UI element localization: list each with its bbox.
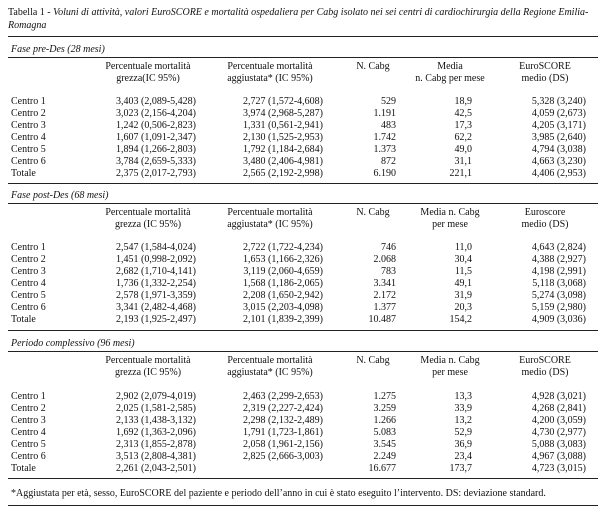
caption-text: Voluni di attività, valori EuroSCORE e m… (8, 7, 589, 31)
header-n-cabg: N. Cabg (356, 61, 390, 72)
section-rule (8, 183, 598, 184)
table-row: Centro 4 1,736 (1,332-2,254) 1,568 (1,186-… (11, 278, 586, 289)
header-n-cabg: N. Cabg (356, 355, 390, 366)
table-row: Centro 6 3,513 (2,808-4,381) 2,825 (2,666-… (11, 451, 586, 462)
table-row: Centro 1 3,403 (2,089-5,428) 2,727 (1,572-… (11, 96, 586, 107)
table-row: Centro 3 2,682 (1,710-4,141) 3,119 (2,060-… (11, 266, 586, 277)
top-rule (8, 36, 598, 37)
header-media: Media n. Cabg per mese (415, 61, 485, 84)
table-row-total: Totale 2,261 (2,043-2,501) 16.677 173,7 4,72… (11, 463, 586, 474)
header-aggiustata: Percentuale mortalità aggiustata* (IC 95%… (227, 207, 313, 230)
section-rule (8, 478, 598, 479)
header-euroscore: Euroscore medio (DS) (521, 207, 569, 230)
table-caption: Tabella 1 - Voluni di attività, valori E… (8, 7, 598, 32)
table-row: Centro 2 3,023 (2,156-4,204) 3,974 (2,968-… (11, 108, 586, 119)
header-grezza: Percentuale mortalità grezza (IC 95%) (105, 207, 191, 230)
section-rule (8, 203, 598, 204)
section-title: Fase post-Des (68 mesi) (11, 190, 109, 201)
header-aggiustata: Percentuale mortalità aggiustata* (IC 95%… (227, 355, 313, 378)
header-grezza: Percentuale mortalità grezza (IC 95%) (105, 355, 191, 378)
table-row: Centro 6 3,784 (2,659-5,333) 3,480 (2,406-… (11, 156, 586, 167)
table-row: Centro 6 3,341 (2,482-4,468) 3,015 (2,203-… (11, 302, 586, 313)
table-row: Centro 3 2,133 (1,438-3,132) 2,298 (2,132-… (11, 415, 586, 426)
table-row: Centro 4 1,607 (1,091-2,347) 2,130 (1,525-… (11, 132, 586, 143)
section-title: Fase pre-Des (28 mesi) (11, 44, 105, 55)
footnote: *Aggiustata per età, sesso, EuroSCORE de… (11, 488, 546, 499)
header-aggiustata: Percentuale mortalità aggiustata* (IC 95%… (227, 61, 313, 84)
table-row: Centro 1 2,547 (1,584-4,024) 2,722 (1,722-… (11, 242, 586, 253)
bottom-rule (8, 505, 598, 506)
table-row: Centro 5 1,894 (1,266-2,803) 1,792 (1,184-… (11, 144, 586, 155)
section-rule (8, 57, 598, 58)
table-row: Centro 2 1,451 (0,998-2,092) 1,653 (1,166-… (11, 254, 586, 265)
table-row: Centro 3 1,242 (0,506-2,823) 1,331 (0,561-… (11, 120, 586, 131)
table-row-total: Totale 2,375 (2,017-2,793) 2,565 (2,192-2,… (11, 168, 586, 179)
section-title: Periodo complessivo (96 mesi) (11, 338, 135, 349)
table-row: Centro 5 2,578 (1,971-3,359) 2,208 (1,650-… (11, 290, 586, 301)
caption-lead: Tabella 1 - (8, 7, 54, 18)
header-media: Media n. Cabg per mese (420, 355, 480, 378)
header-media: Media n. Cabg per mese (420, 207, 480, 230)
table-row: Centro 4 1,692 (1,363-2,096) 1,791 (1,723-… (11, 427, 586, 438)
table-row: Centro 1 2,902 (2,079-4,019) 2,463 (2,299-… (11, 391, 586, 402)
header-grezza: Percentuale mortalità grezza(IC 95%) (105, 61, 191, 84)
table-row: Centro 5 2,313 (1,855-2,878) 2,058 (1,961-… (11, 439, 586, 450)
table-row-total: Totale 2,193 (1,925-2,497) 2,101 (1,839-2,… (11, 314, 586, 325)
table-row: Centro 2 2,025 (1,581-2,585) 2,319 (2,227-… (11, 403, 586, 414)
section-rule (8, 351, 598, 352)
header-euroscore: EuroSCORE medio (DS) (519, 355, 571, 378)
section-rule (8, 330, 598, 331)
header-euroscore: EuroSCORE medio (DS) (519, 61, 571, 84)
header-n-cabg: N. Cabg (356, 207, 390, 218)
